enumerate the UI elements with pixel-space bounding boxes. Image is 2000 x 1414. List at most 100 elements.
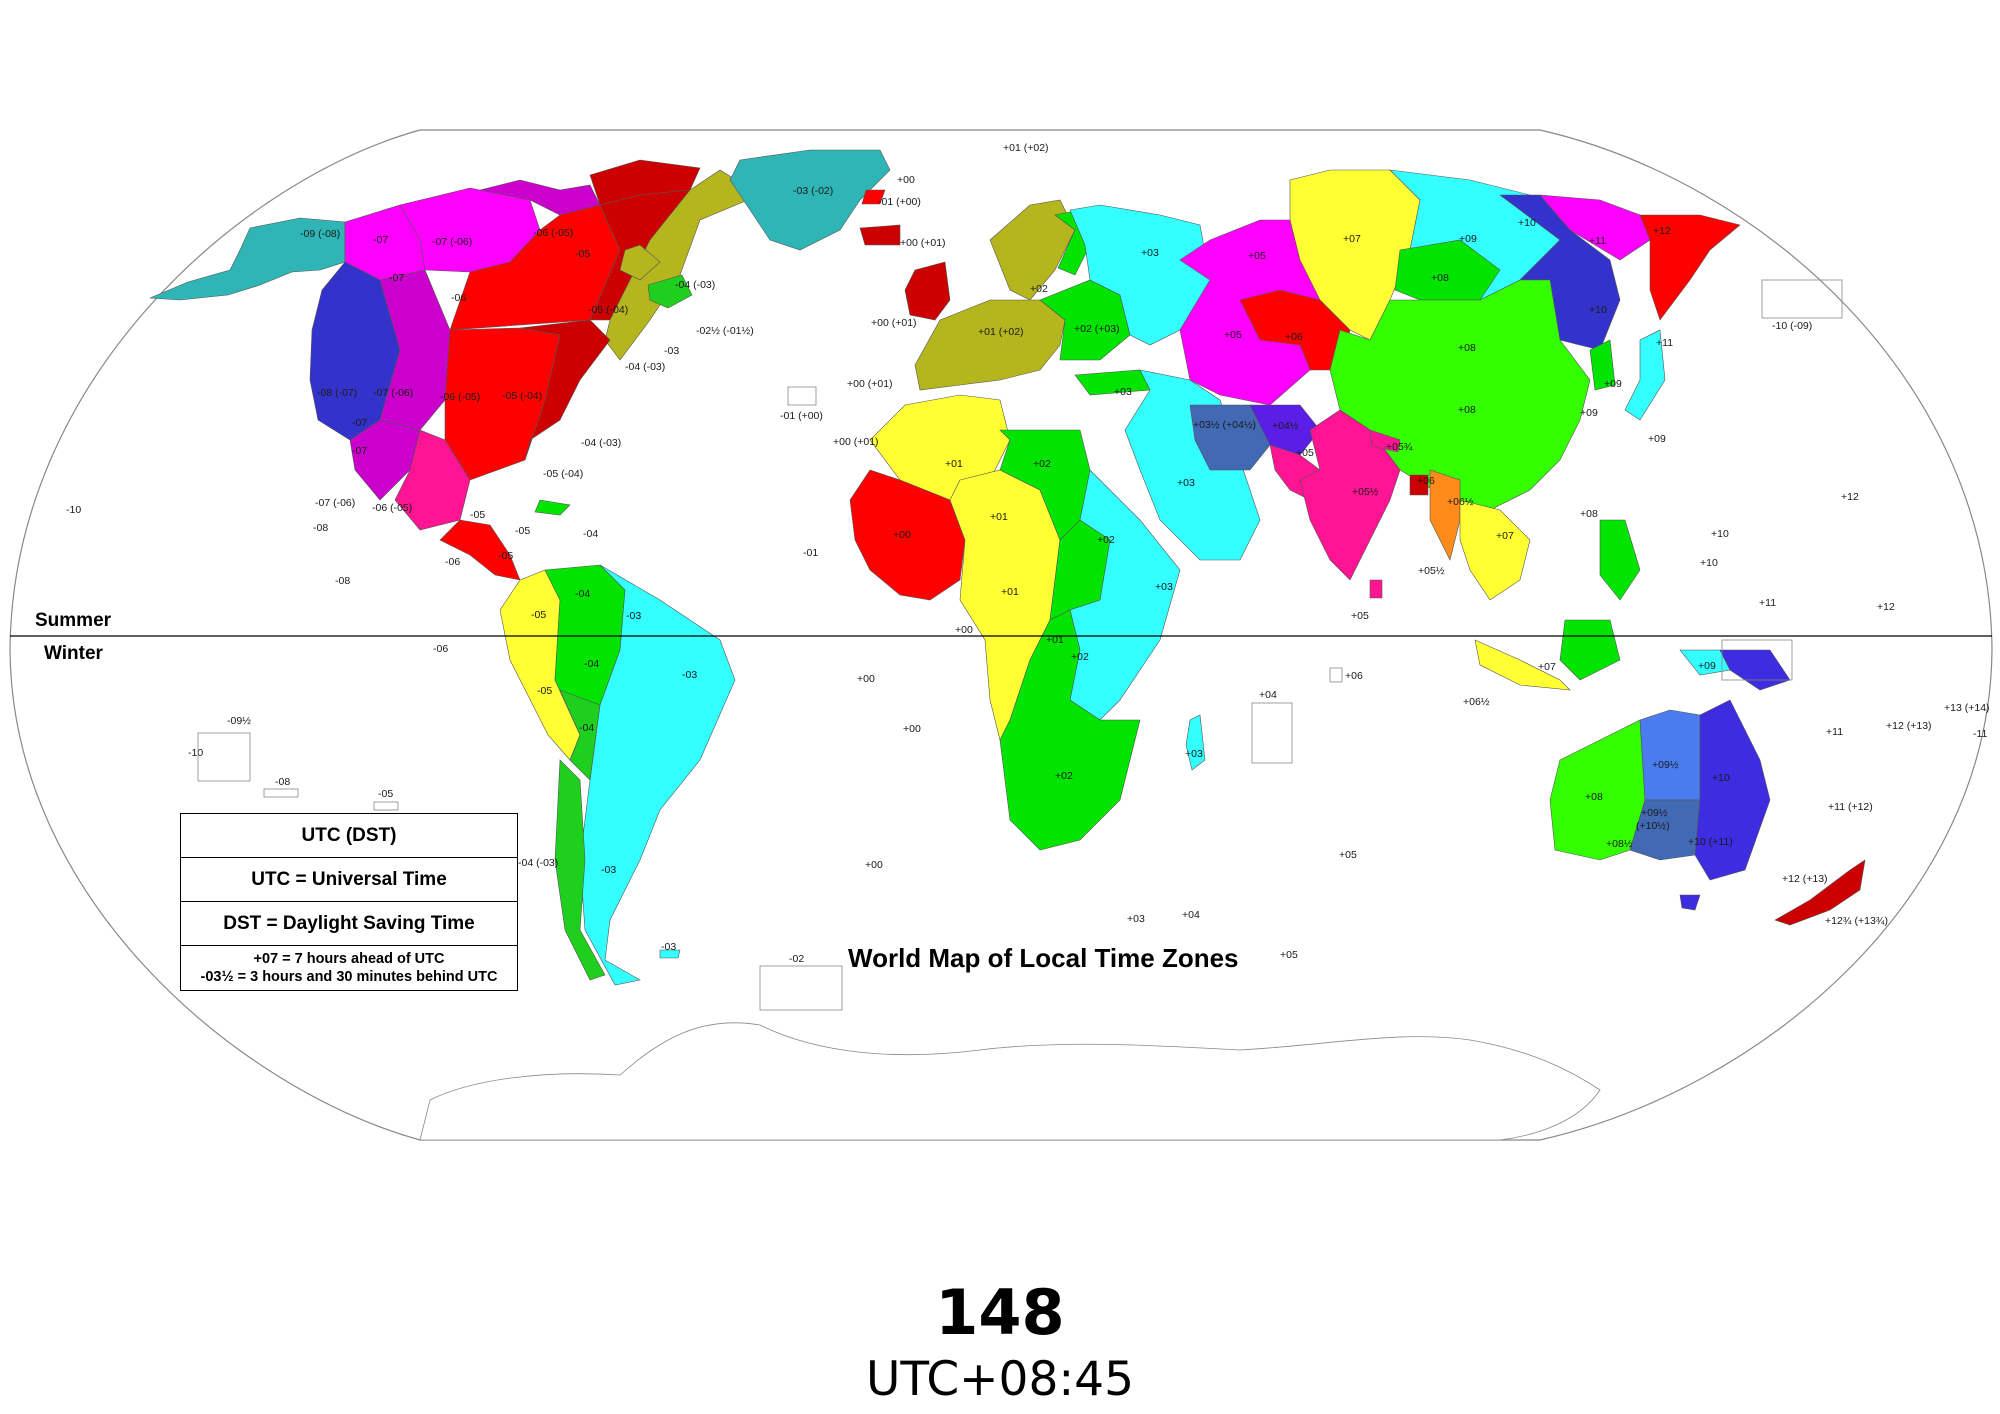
north-america bbox=[149, 159, 761, 581]
zone-label: +05½ bbox=[1352, 486, 1379, 498]
zone-label: -01 (+00) bbox=[780, 410, 823, 422]
zone-label: +02 bbox=[1055, 770, 1073, 782]
zone-label: +11 bbox=[1656, 337, 1673, 349]
zone-label: +08 bbox=[1580, 508, 1598, 520]
zone-label: -05 bbox=[498, 550, 513, 562]
zone-indonesia-west bbox=[1474, 639, 1571, 691]
zone-label: -02½ (-01½) bbox=[696, 325, 754, 337]
zone-label: -03 bbox=[664, 345, 679, 357]
zone-label: +05 bbox=[1296, 447, 1314, 459]
africa bbox=[849, 394, 1206, 851]
zone-label: -06 bbox=[451, 292, 466, 304]
zone-australia-north bbox=[1639, 709, 1701, 801]
zone-west-africa bbox=[849, 469, 966, 601]
zone-label: +10 bbox=[1712, 772, 1730, 784]
zone-label: -03 bbox=[601, 864, 616, 876]
zone-label: +06 bbox=[1285, 331, 1303, 343]
zone-label: +07 bbox=[1538, 661, 1556, 673]
zone-label: -08 (-07) bbox=[317, 387, 357, 399]
zone-label: -05 bbox=[470, 509, 485, 521]
zone-indochina bbox=[1459, 499, 1531, 601]
zone-label: +05 bbox=[1248, 250, 1266, 262]
zone-western-europe bbox=[914, 299, 1066, 391]
zone-label: +06½ bbox=[1463, 696, 1490, 708]
zone-mexico-central bbox=[394, 429, 471, 531]
zone-label: +05 bbox=[1351, 610, 1369, 622]
zone-label: -06 (-05) bbox=[372, 502, 412, 514]
zone-russia-kamchatka bbox=[1639, 214, 1741, 321]
zone-iceland bbox=[859, 224, 901, 246]
zone-label: -03 bbox=[626, 610, 641, 622]
zone-label: -11 bbox=[1973, 728, 1988, 740]
zone-label: -04 (-03) bbox=[625, 361, 665, 373]
zone-label: +01 bbox=[1046, 634, 1064, 646]
zone-label: +03 bbox=[1185, 748, 1203, 760]
asia bbox=[1069, 169, 1791, 691]
zone-label: -03 bbox=[682, 669, 697, 681]
zone-label: +00 bbox=[903, 723, 921, 735]
legend-utc: UTC = Universal Time bbox=[181, 858, 517, 902]
zone-greenland bbox=[729, 149, 891, 251]
greenland bbox=[729, 149, 901, 251]
zone-label: -08 bbox=[313, 522, 328, 534]
zone-labrador bbox=[619, 244, 661, 281]
zone-label: +03 bbox=[1155, 581, 1173, 593]
zone-label: +05¾ bbox=[1386, 441, 1413, 453]
zone-label: +09 bbox=[1604, 378, 1622, 390]
zone-label: -04 bbox=[583, 528, 598, 540]
zone-australia-south bbox=[1629, 799, 1701, 861]
zone-falklands bbox=[659, 949, 681, 959]
zone-label: +05 bbox=[1339, 849, 1357, 861]
zone-label: +01 bbox=[945, 458, 963, 470]
zone-label: +02 bbox=[1071, 651, 1089, 663]
zone-label: -10 bbox=[66, 504, 81, 516]
zone-label: -06 (-05) bbox=[533, 227, 573, 239]
zone-label: +04 bbox=[1259, 689, 1277, 701]
zone-caribbean-east bbox=[534, 499, 571, 516]
zone-label: +10 bbox=[1711, 528, 1729, 540]
zone-label: +12 (+13) bbox=[1782, 873, 1828, 885]
zone-label: +03½ (+04½) bbox=[1193, 419, 1256, 431]
zone-philippines bbox=[1599, 519, 1641, 601]
map-legend: UTC (DST) UTC = Universal Time DST = Day… bbox=[180, 813, 518, 991]
zone-label: -08 bbox=[335, 575, 350, 587]
legend-header: UTC (DST) bbox=[181, 814, 517, 858]
zone-greenland-east bbox=[861, 189, 886, 205]
zone-label: +07 bbox=[1343, 233, 1361, 245]
zone-label: -04 (-03) bbox=[581, 437, 621, 449]
zone-label: +01 bbox=[1001, 586, 1019, 598]
zone-label: +09½ bbox=[1652, 759, 1679, 771]
zone-arctic-islands-mountain bbox=[479, 179, 601, 216]
zone-label: -04 bbox=[584, 658, 599, 670]
south-america bbox=[499, 564, 736, 986]
zone-label: +02 bbox=[1097, 534, 1115, 546]
zone-label: -06 (-05) bbox=[440, 391, 480, 403]
zone-label: +09½ bbox=[1641, 807, 1668, 819]
zone-label: -08 bbox=[275, 776, 290, 788]
map-title: World Map of Local Time Zones bbox=[848, 943, 1239, 973]
zone-tasmania bbox=[1679, 894, 1701, 911]
zone-label: -05 bbox=[515, 525, 530, 537]
zone-middle-east bbox=[1124, 369, 1261, 561]
zone-label: +12 (+13) bbox=[1886, 720, 1932, 732]
zone-label: +10 bbox=[1700, 557, 1718, 569]
zone-label: -01 bbox=[803, 547, 818, 559]
zone-label: +06½ bbox=[1447, 496, 1474, 508]
zone-label: -03 (-02) bbox=[793, 185, 833, 197]
zone-label: +10 (+11) bbox=[1688, 836, 1733, 848]
zone-label: +08 bbox=[1458, 404, 1476, 416]
zone-label: +08 bbox=[1458, 342, 1476, 354]
zone-india bbox=[1299, 409, 1401, 581]
zone-label: -05 bbox=[575, 248, 590, 260]
zone-label: +10 bbox=[1589, 304, 1607, 316]
island-outlines bbox=[197, 279, 1843, 1011]
zone-label: +12 bbox=[1841, 491, 1859, 503]
zone-label: -09 (-08) bbox=[300, 228, 340, 240]
zone-label: +09 bbox=[1648, 433, 1666, 445]
zone-label: +04 bbox=[1182, 909, 1200, 921]
zone-label: +12 bbox=[1653, 225, 1671, 237]
zone-label: -05 bbox=[537, 685, 552, 697]
caption-number: 148 bbox=[935, 1276, 1065, 1349]
zone-label: +13 (+14) bbox=[1944, 702, 1990, 714]
